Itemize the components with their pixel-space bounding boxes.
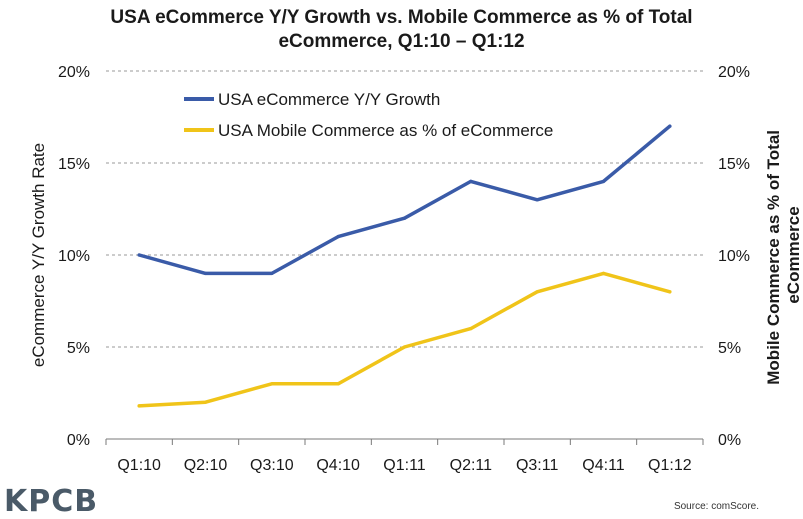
data-point <box>469 327 473 331</box>
x-tick-label: Q4:11 <box>582 457 625 474</box>
y-tick-label-left: 5% <box>67 340 90 357</box>
kpcb-logo: KPCB <box>4 484 99 519</box>
y-tick-label-left: 20% <box>58 64 90 81</box>
data-point <box>535 290 539 294</box>
series-line-mobile-commerce <box>137 271 672 408</box>
y-tick-label-right: 15% <box>718 156 750 173</box>
y-ticks-right: 0% 5% 10% 15% 20% <box>718 64 750 449</box>
y-tick-label-right: 0% <box>718 432 741 449</box>
data-point <box>668 290 672 294</box>
data-point <box>601 271 606 275</box>
x-tick-label: Q1:11 <box>383 457 426 474</box>
y-axis-label-right: Mobile Commerce as % of Total eCommerce <box>764 125 803 384</box>
data-point <box>402 216 407 220</box>
chart-title-line2: eCommerce, Q1:10 – Q1:12 <box>278 31 525 52</box>
x-tick-label: Q3:10 <box>250 457 294 474</box>
x-tick-label: Q3:11 <box>516 457 559 474</box>
chart-title-line1: USA eCommerce Y/Y Growth vs. Mobile Comm… <box>110 7 693 28</box>
data-point <box>469 179 473 183</box>
series-line-ecommerce-growth <box>137 124 672 276</box>
x-tick-label: Q1:12 <box>648 457 692 474</box>
x-ticks: Q1:10 Q2:10 Q3:10 Q4:10 Q1:11 Q2:11 Q3:11 Q4:11… <box>105 439 704 474</box>
data-point <box>535 198 539 202</box>
data-point <box>402 345 407 349</box>
y-tick-label-right: 20% <box>718 64 750 81</box>
y-tick-label-left: 0% <box>67 432 90 449</box>
data-point <box>270 271 274 275</box>
y-axis-label-left: eCommerce Y/Y Growth Rate <box>29 143 48 367</box>
x-tick-label: Q2:11 <box>450 457 493 474</box>
gridlines <box>106 70 703 440</box>
data-point <box>336 235 340 239</box>
data-point <box>668 124 672 128</box>
legend-label: USA eCommerce Y/Y Growth <box>218 90 440 109</box>
y-tick-label-right: 10% <box>718 248 750 265</box>
data-point <box>203 400 208 404</box>
y-axis-label-right-line1: Mobile Commerce as % of Total <box>764 130 783 385</box>
legend: USA eCommerce Y/Y Growth USA Mobile Comme… <box>184 90 553 140</box>
data-point <box>270 382 274 386</box>
legend-label: USA Mobile Commerce as % of eCommerce <box>218 121 553 140</box>
y-ticks-left: 0% 5% 10% 15% 20% <box>58 64 90 449</box>
x-tick-label: Q2:10 <box>184 457 228 474</box>
data-point <box>601 179 606 183</box>
series-lines <box>137 124 672 408</box>
x-tick-label: Q4:10 <box>316 457 360 474</box>
source-note: Source: comScore. <box>673 501 759 512</box>
data-point <box>137 253 141 257</box>
data-point <box>137 404 141 408</box>
data-point <box>336 382 340 386</box>
y-tick-label-left: 15% <box>58 156 90 173</box>
data-point <box>203 271 208 275</box>
y-tick-label-right: 5% <box>718 340 741 357</box>
y-axis-label-right-line2: eCommerce <box>784 206 803 303</box>
x-tick-label: Q1:10 <box>117 457 161 474</box>
y-tick-label-left: 10% <box>58 248 90 265</box>
chart-title: USA eCommerce Y/Y Growth vs. Mobile Comm… <box>0 6 803 54</box>
